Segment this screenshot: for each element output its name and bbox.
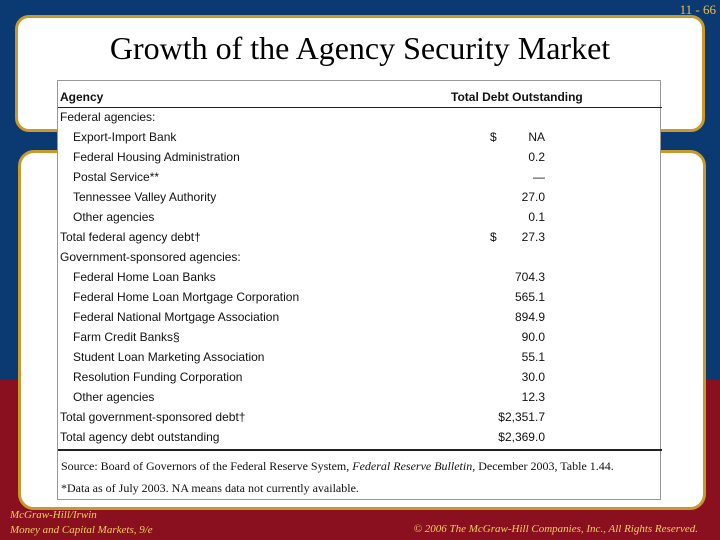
row-label: Other agencies (73, 210, 155, 224)
row-value: 27.0 (521, 190, 545, 204)
table-row: Export-Import Bank $ NA (58, 127, 662, 147)
row-value: $2,351.7 (498, 410, 545, 424)
row-label: Federal Home Loan Banks (73, 270, 216, 284)
table-row: Federal agencies: (58, 107, 662, 127)
table-row: Farm Credit Banks§ 90.0 (58, 327, 662, 347)
asterisk-note: *Data as of July 2003. NA means data not… (61, 481, 359, 495)
row-label: Total government-sponsored debt† (60, 410, 246, 424)
table-row: Other agencies 12.3 (58, 387, 662, 407)
row-label: Federal Housing Administration (73, 150, 240, 164)
table-row: Government-sponsored agencies: (58, 247, 662, 267)
table-row: Postal Service** — (58, 167, 662, 187)
source-publication: Federal Reserve Bulletin (352, 459, 473, 473)
table-row: Student Loan Marketing Association 55.1 (58, 347, 662, 367)
table-row: Total agency debt outstanding $2,369.0 (58, 427, 662, 447)
row-value: NA (528, 130, 545, 144)
source-note: Source: Board of Governors of the Federa… (61, 459, 614, 474)
row-label: Federal agencies: (60, 110, 156, 124)
row-value: $2,369.0 (498, 430, 545, 444)
row-label: Federal Home Loan Mortgage Corporation (73, 290, 300, 304)
table-row: Federal Housing Administration 0.2 (58, 147, 662, 167)
header-agency: Agency (60, 90, 104, 104)
row-label: Resolution Funding Corporation (73, 370, 243, 384)
row-label: Total agency debt outstanding (60, 430, 220, 444)
row-label: Export-Import Bank (73, 130, 177, 144)
row-value: 30.0 (521, 370, 545, 384)
bottom-rule (58, 449, 662, 451)
row-value: 704.3 (514, 270, 545, 284)
source-suffix: , December 2003, Table 1.44. (472, 459, 614, 473)
table-row: Total government-sponsored debt† $2,351.7 (58, 407, 662, 427)
row-value: 894.9 (514, 310, 545, 324)
row-label: Total federal agency debt† (60, 230, 201, 244)
table-row: Total federal agency debt† $27.3 (58, 227, 662, 247)
table-header: Agency Total Debt Outstanding (58, 87, 662, 107)
row-label: Government-sponsored agencies: (60, 250, 241, 264)
footer-publisher: McGraw-Hill/Irwin (10, 509, 97, 521)
row-label: Farm Credit Banks§ (73, 330, 180, 344)
debt-table: Agency Total Debt Outstanding Federal ag… (57, 80, 662, 500)
source-prefix: Source: Board of Governors of the Federa… (61, 459, 353, 473)
row-value: 55.1 (521, 350, 545, 364)
row-value: 27.3 (521, 230, 545, 244)
row-value: 0.1 (528, 210, 545, 224)
row-value: 565.1 (514, 290, 545, 304)
row-label: Other agencies (73, 390, 155, 404)
table-row: Tennessee Valley Authority 27.0 (58, 187, 662, 207)
row-label: Student Loan Marketing Association (73, 350, 265, 364)
footer-book: Money and Capital Markets, 9/e (10, 524, 153, 536)
row-label: Federal National Mortgage Association (73, 310, 280, 324)
row-dollar-sign: $ (490, 130, 497, 144)
row-value: 90.0 (521, 330, 545, 344)
row-label: Tennessee Valley Authority (73, 190, 217, 204)
row-label: Postal Service** (73, 170, 160, 184)
row-value: 0.2 (528, 150, 545, 164)
row-value: — (533, 170, 545, 184)
header-rule (58, 107, 662, 108)
row-dollar-sign: $ (490, 230, 497, 244)
footer-copyright: © 2006 The McGraw-Hill Companies, Inc., … (413, 523, 698, 535)
table-row: Resolution Funding Corporation 30.0 (58, 367, 662, 387)
slide-title: Growth of the Agency Security Market (109, 30, 611, 66)
table-row: Other agencies 0.1 (58, 207, 662, 227)
header-debt: Total Debt Outstanding (451, 90, 583, 104)
row-value: 12.3 (521, 390, 545, 404)
table-row: Federal Home Loan Banks 704.3 (58, 267, 662, 287)
table-row: Federal National Mortgage Association 894… (58, 307, 662, 327)
slide-number: 11 - 66 (679, 2, 716, 17)
table-row: Federal Home Loan Mortgage Corporation 56… (58, 287, 662, 307)
